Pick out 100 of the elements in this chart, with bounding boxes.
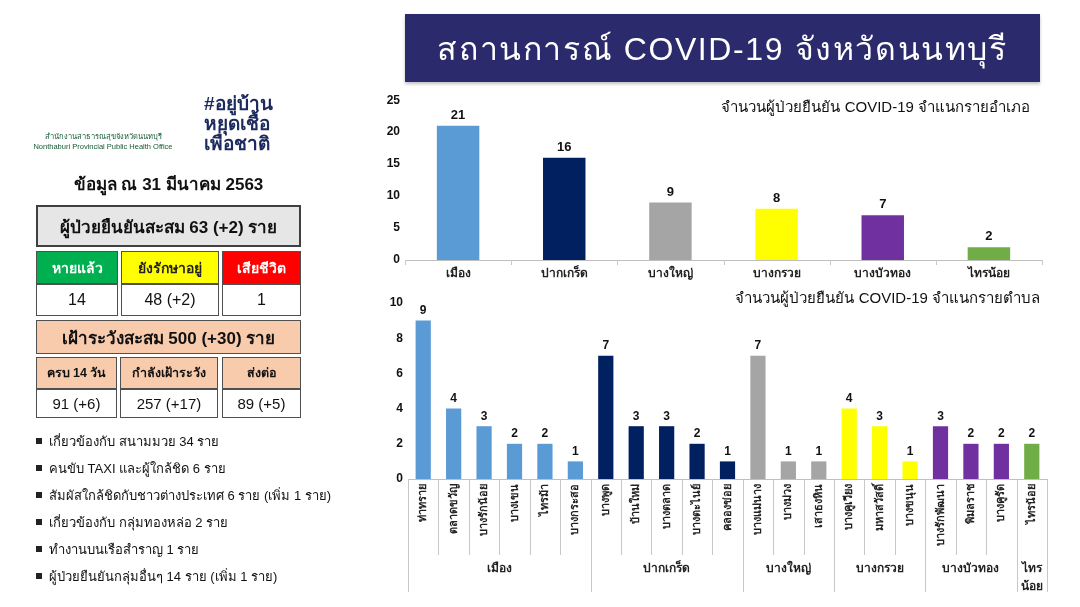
x-tick-label: ตลาดขวัญ [446, 484, 460, 534]
bar [872, 426, 888, 479]
bar [537, 443, 553, 479]
x-tick-label: บางตลาด [659, 484, 672, 529]
x-tick-label: บางขนุน [903, 484, 918, 526]
bar [811, 461, 827, 479]
data-label: 1 [785, 443, 793, 458]
data-label: 9 [666, 183, 675, 199]
x-tick-label: ปากเกร็ด [540, 264, 588, 280]
text: ส่งต่อ [246, 365, 277, 382]
x-tick-label: บางกระสอ [568, 484, 581, 535]
bar [598, 355, 614, 479]
text: เกี่ยวข้องกับ กลุ่มทองหล่อ 2 ราย [49, 513, 229, 533]
bar [719, 461, 736, 479]
data-label: 2 [693, 426, 701, 441]
data-label: 1 [724, 443, 732, 458]
chart-subtitle: จำนวนผู้ป่วยยืนยัน COVID-19 จำแนกรายอำเภอ [721, 98, 1030, 117]
x-tick-label: บางกรวย [752, 265, 801, 280]
bar [689, 443, 705, 479]
y-tick-label: 15 [386, 156, 401, 171]
chart-title: จำนวนผู้ป่วยยืนยัน COVID-19 จำแนกรายตำบล [735, 289, 1040, 308]
text: เสียชีวิต [237, 258, 286, 278]
y-tick-label: 0 [393, 252, 401, 267]
data-label: 4 [450, 390, 458, 405]
text: 14 [68, 291, 86, 309]
data-label: 3 [632, 408, 640, 423]
data-label: 2 [985, 228, 993, 244]
data-label: 3 [663, 408, 671, 423]
data-label: 7 [754, 338, 762, 353]
y-tick-label: 10 [386, 188, 401, 203]
bar [993, 443, 1009, 479]
bar [543, 157, 586, 260]
y-tick-label: 2 [396, 436, 404, 451]
x-tick-label: บางรักพัฒนา [933, 484, 946, 546]
x-tick-label: ไทรม้า [536, 484, 550, 518]
text: 91 (+6) [52, 395, 101, 412]
bar [628, 426, 644, 479]
text: #อยู่บ้าน หยุดเชื้อ เพื่อชาติ [204, 93, 274, 154]
x-tick-label: ท่าทราย [416, 484, 429, 522]
data-label: 1 [815, 443, 823, 458]
text: สัมผัสใกล้ชิดกับชาวต่างประเทศ 6 ราย (เพิ่ม 1 ราย) [49, 486, 332, 505]
data-label: 3 [480, 408, 488, 423]
x-tick-label: ไทรน้อย [1023, 484, 1037, 526]
y-tick-label: 10 [389, 295, 404, 310]
y-tick-label: 25 [386, 92, 401, 107]
x-tick-label: บางใหญ่ [647, 264, 693, 280]
x-tick-label: ไทรน้อย [965, 264, 1010, 280]
text: ผู้ป่วยยืนยันกลุ่มอื่นๆ 14 ราย (เพิ่ม 1 ราย) [49, 567, 278, 587]
bar [780, 461, 796, 479]
bar [446, 408, 462, 479]
data-label: 2 [511, 426, 519, 441]
text: ปากเกร็ด [643, 560, 691, 576]
text: ผู้ป่วยยืนยันสะสม 63 (+2) ราย [59, 216, 278, 240]
y-tick-label: 8 [396, 330, 404, 345]
data-label: 2 [541, 426, 549, 441]
data-label: 16 [557, 138, 572, 154]
text: ไทรน้อย [1019, 560, 1043, 594]
bar [750, 355, 766, 479]
text: ทำงานบนเรือสำราญ 1 ราย [49, 540, 200, 559]
x-tick-label: บางบัวทอง [854, 265, 912, 280]
data-label: 1 [906, 443, 914, 458]
text: ยังรักษาอยู่ [138, 258, 202, 279]
x-tick-label: บางพูด [598, 484, 613, 516]
data-label: 9 [419, 302, 427, 317]
bar [963, 443, 979, 479]
text: คนขับ TAXI และผู้ใกล้ชิด 6 ราย [49, 459, 226, 479]
x-tick-label: มหาสวัสดิ์ [870, 482, 885, 531]
bar [649, 202, 692, 260]
data-label: 2 [998, 426, 1006, 441]
x-tick-label: เมือง [445, 265, 471, 280]
x-tick-label: บางตะไนย์ [689, 484, 703, 535]
bar [415, 320, 431, 479]
data-label: 4 [845, 390, 853, 405]
x-tick-label: บางเขน [507, 484, 520, 522]
bar [861, 215, 904, 260]
bar [1024, 443, 1040, 479]
data-label: 2 [967, 426, 975, 441]
x-tick-label: บางม่วง [781, 484, 794, 520]
bar [506, 443, 523, 479]
bar [967, 247, 1011, 260]
text: 1 [257, 291, 266, 309]
text: เมือง [486, 561, 512, 576]
text: เฝ้าระวังสะสม 500 (+30) ราย [61, 327, 276, 350]
bar [659, 426, 675, 479]
y-tick-label: 6 [396, 365, 404, 380]
text: กำลังเฝ้าระวัง [132, 365, 206, 382]
data-label: 8 [772, 189, 781, 205]
data-label: 21 [450, 106, 466, 122]
y-tick-label: 5 [393, 220, 401, 235]
text: เกี่ยวข้องกับ สนามมวย 34 ราย [49, 432, 220, 451]
data-label: 7 [602, 338, 610, 353]
bar [567, 461, 583, 479]
text: ข้อมูล ณ 31 มีนาคม 2563 [73, 173, 264, 197]
x-tick-label: บางแม่นาง [750, 484, 763, 535]
bar [902, 461, 918, 479]
x-tick-label: เสาธงหิน [811, 484, 824, 528]
bar [932, 426, 949, 479]
bar [436, 125, 480, 260]
text: บางบัวทอง [942, 561, 1000, 576]
chart-title: สถานการณ์ COVID-19 จังหวัดนนทบุรี [437, 29, 1008, 71]
